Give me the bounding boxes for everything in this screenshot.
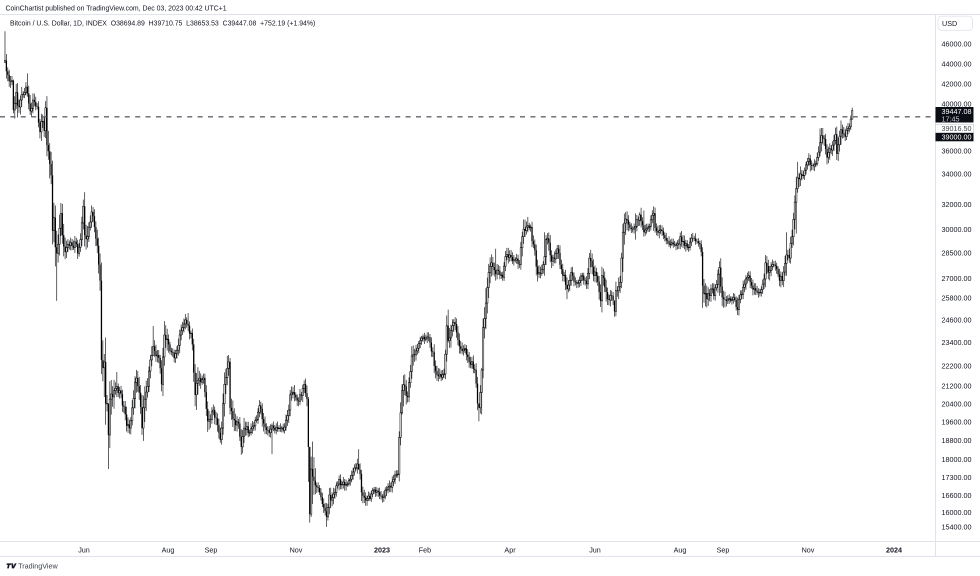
svg-text:18800.00: 18800.00 <box>942 436 972 445</box>
svg-text:18000.00: 18000.00 <box>942 455 972 464</box>
svg-text:16000.00: 16000.00 <box>942 508 972 517</box>
svg-text:32000.00: 32000.00 <box>942 200 972 209</box>
svg-text:19600.00: 19600.00 <box>942 417 972 426</box>
svg-text:23400.00: 23400.00 <box>942 338 972 347</box>
svg-text:20400.00: 20400.00 <box>942 399 972 408</box>
svg-text:39447.08: 39447.08 <box>942 107 972 116</box>
svg-text:22200.00: 22200.00 <box>942 361 972 370</box>
svg-text:Sep: Sep <box>205 545 218 554</box>
svg-text:Jun: Jun <box>78 545 90 554</box>
svg-text:39016.50: 39016.50 <box>942 124 972 133</box>
svg-text:15400.00: 15400.00 <box>942 523 972 532</box>
svg-text:2024: 2024 <box>886 545 902 554</box>
svg-text:Feb: Feb <box>419 545 431 554</box>
svg-text:39000.00: 39000.00 <box>942 133 972 142</box>
svg-text:46000.00: 46000.00 <box>942 39 972 48</box>
svg-text:25800.00: 25800.00 <box>942 294 972 303</box>
svg-text:17:45: 17:45 <box>942 114 960 123</box>
svg-text:2023: 2023 <box>374 545 390 554</box>
svg-text:40000.00: 40000.00 <box>942 100 972 109</box>
svg-text:CoinChartist published on Trad: CoinChartist published on TradingView.co… <box>6 5 227 12</box>
svg-text:Nov: Nov <box>290 545 303 554</box>
svg-text:44000.00: 44000.00 <box>942 60 972 69</box>
svg-text:Bitcoin / U.S. Dollar, 1D, IND: Bitcoin / U.S. Dollar, 1D, INDEX O38694.… <box>10 21 315 28</box>
svg-text:34000.00: 34000.00 <box>942 170 972 179</box>
svg-text:TradingView: TradingView <box>18 562 58 571</box>
svg-text:30000.00: 30000.00 <box>942 225 972 234</box>
svg-text:Aug: Aug <box>674 545 687 554</box>
svg-text:Sep: Sep <box>717 545 730 554</box>
svg-text:27000.00: 27000.00 <box>942 274 972 283</box>
svg-text:Apr: Apr <box>504 545 516 554</box>
svg-text:Nov: Nov <box>802 545 815 554</box>
svg-text:28500.00: 28500.00 <box>942 248 972 257</box>
svg-text:42000.00: 42000.00 <box>942 80 972 89</box>
svg-text:17300.00: 17300.00 <box>942 473 972 482</box>
svg-text:24600.00: 24600.00 <box>942 315 972 324</box>
svg-text:USD: USD <box>942 19 957 28</box>
svg-text:36000.00: 36000.00 <box>942 147 972 156</box>
svg-text:Aug: Aug <box>162 545 175 554</box>
svg-text:21200.00: 21200.00 <box>942 382 972 391</box>
svg-text:Jun: Jun <box>589 545 601 554</box>
svg-text:16600.00: 16600.00 <box>942 491 972 500</box>
